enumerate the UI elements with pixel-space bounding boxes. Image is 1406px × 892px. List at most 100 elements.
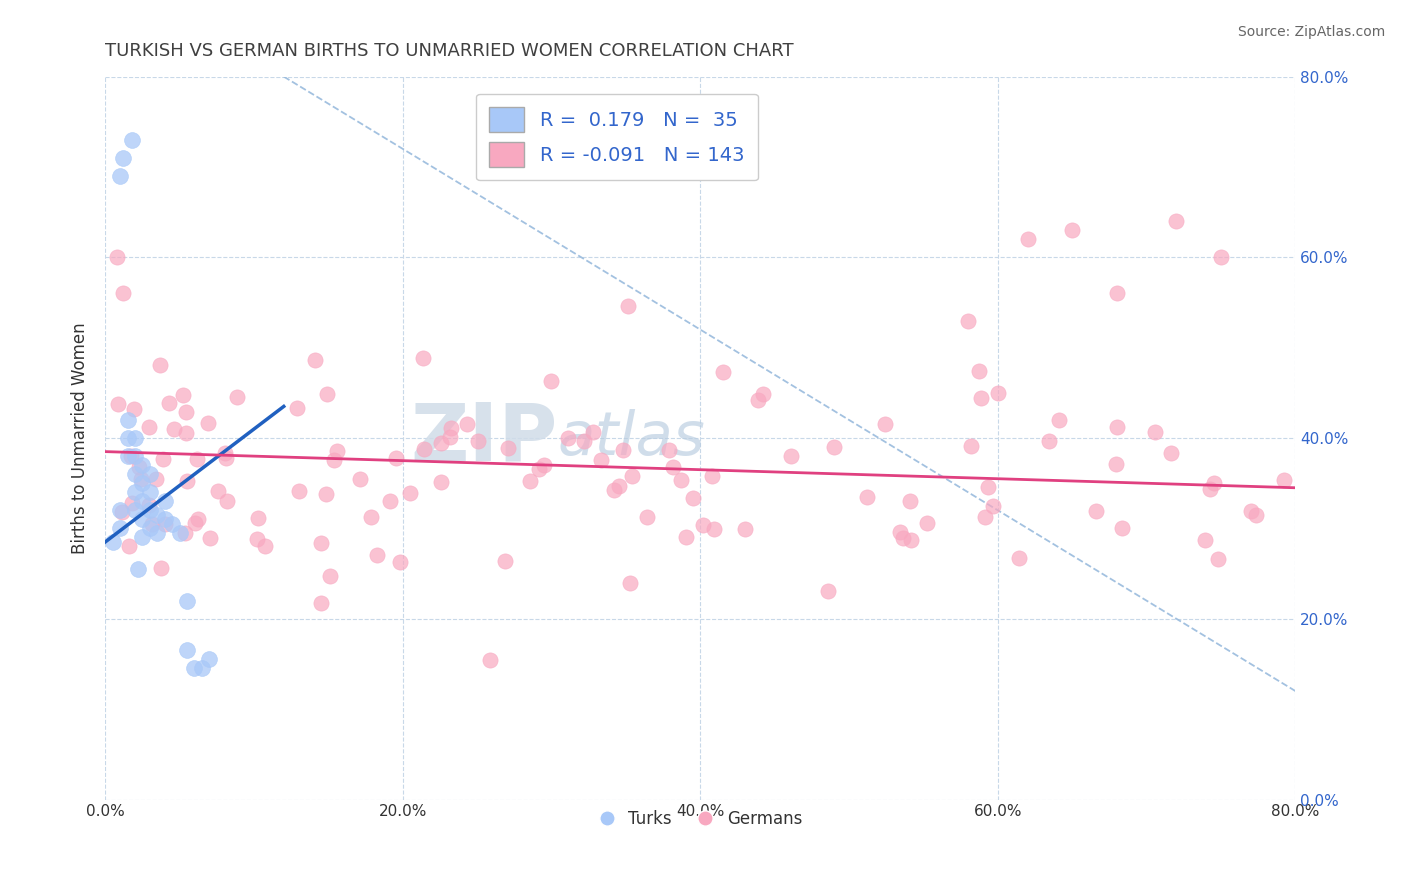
Point — [662, 460, 685, 475]
Point — [675, 530, 697, 544]
Point — [1144, 425, 1167, 440]
Point — [316, 387, 339, 401]
Point — [612, 442, 634, 457]
Point — [1038, 434, 1060, 448]
Point — [1244, 508, 1267, 523]
Point — [1166, 214, 1188, 228]
Text: atlas: atlas — [558, 409, 706, 467]
Point — [413, 442, 436, 456]
Point — [246, 511, 269, 525]
Point — [380, 494, 402, 508]
Point — [225, 390, 247, 404]
Point — [430, 435, 453, 450]
Point — [589, 453, 612, 467]
Point — [607, 479, 630, 493]
Point — [533, 458, 555, 472]
Point — [138, 420, 160, 434]
Point — [429, 475, 451, 490]
Point — [1062, 223, 1084, 237]
Point — [779, 449, 801, 463]
Point — [915, 516, 938, 531]
Point — [117, 431, 139, 445]
Point — [139, 467, 162, 482]
Point — [1049, 413, 1071, 427]
Point — [157, 396, 180, 410]
Point — [439, 430, 461, 444]
Point — [389, 554, 412, 568]
Point — [183, 661, 205, 675]
Point — [176, 474, 198, 488]
Point — [323, 453, 346, 467]
Point — [823, 440, 845, 454]
Point — [124, 402, 146, 417]
Point — [1105, 420, 1128, 434]
Point — [987, 385, 1010, 400]
Point — [108, 521, 131, 535]
Point — [582, 425, 605, 439]
Point — [1084, 503, 1107, 517]
Point — [1209, 250, 1232, 264]
Point — [160, 516, 183, 531]
Point — [682, 491, 704, 505]
Point — [1008, 550, 1031, 565]
Point — [973, 510, 995, 524]
Point — [898, 494, 921, 508]
Point — [153, 494, 176, 508]
Point — [254, 539, 277, 553]
Point — [141, 516, 163, 531]
Point — [215, 494, 238, 508]
Point — [315, 487, 337, 501]
Point — [479, 653, 502, 667]
Point — [129, 471, 152, 485]
Point — [619, 576, 641, 591]
Point — [124, 431, 146, 445]
Point — [174, 425, 197, 440]
Point — [318, 569, 340, 583]
Point — [187, 512, 209, 526]
Point — [131, 512, 153, 526]
Point — [288, 484, 311, 499]
Point — [174, 405, 197, 419]
Point — [191, 661, 214, 675]
Y-axis label: Births to Unmarried Women: Births to Unmarried Women — [72, 322, 89, 554]
Point — [285, 401, 308, 415]
Point — [149, 561, 172, 575]
Point — [124, 503, 146, 517]
Point — [981, 500, 1004, 514]
Point — [752, 387, 775, 401]
Point — [366, 549, 388, 563]
Point — [112, 151, 135, 165]
Text: ZIP: ZIP — [411, 399, 558, 477]
Point — [1198, 482, 1220, 496]
Point — [967, 364, 990, 378]
Point — [1111, 521, 1133, 535]
Point — [957, 313, 980, 327]
Point — [101, 535, 124, 549]
Point — [734, 522, 756, 536]
Point — [155, 517, 177, 532]
Point — [112, 286, 135, 301]
Point — [139, 503, 162, 517]
Point — [1206, 552, 1229, 566]
Point — [197, 417, 219, 431]
Point — [304, 353, 326, 368]
Point — [169, 525, 191, 540]
Point — [747, 393, 769, 408]
Point — [440, 421, 463, 435]
Point — [498, 441, 520, 455]
Point — [131, 476, 153, 491]
Point — [456, 417, 478, 431]
Point — [145, 472, 167, 486]
Point — [855, 490, 877, 504]
Point — [198, 652, 221, 666]
Point — [557, 431, 579, 445]
Point — [669, 473, 692, 487]
Point — [131, 531, 153, 545]
Point — [519, 474, 541, 488]
Point — [467, 434, 489, 449]
Point — [1194, 533, 1216, 548]
Point — [176, 643, 198, 657]
Point — [574, 434, 596, 448]
Point — [891, 531, 914, 545]
Point — [108, 503, 131, 517]
